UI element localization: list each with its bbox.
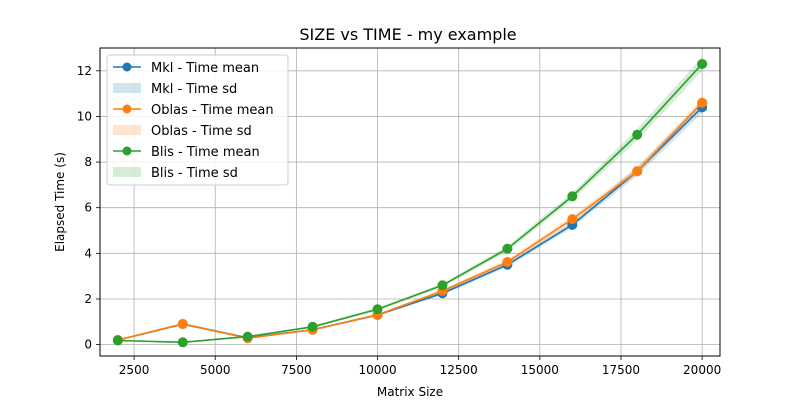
series-lines (112, 58, 708, 348)
series-line-2 (117, 63, 703, 344)
data-point (307, 321, 318, 332)
data-point (242, 331, 253, 342)
legend-band-swatch (113, 83, 141, 93)
legend-box (106, 54, 289, 186)
legend-label: Mkl - Time mean (151, 61, 259, 76)
data-point (567, 214, 578, 225)
legend-marker (122, 146, 132, 156)
axis-ticks: 2500 5000 7500 10000 12500 15000 17500 20000 0 2 4… (77, 64, 722, 377)
series-line-1 (117, 102, 703, 341)
legend-entry: Blis - Time mean (113, 145, 260, 160)
y-tick-label: 8 (84, 155, 92, 169)
data-point (177, 337, 188, 348)
data-point (502, 257, 513, 268)
data-point (632, 166, 643, 177)
y-tick-label: 6 (84, 201, 92, 215)
x-tick-label: 7500 (281, 363, 312, 377)
legend-entry: Blis - Time sd (113, 166, 238, 181)
data-point (567, 191, 578, 202)
y-axis-label: Elapsed Time (s) (53, 152, 67, 252)
legend-marker (122, 104, 132, 114)
data-point (112, 335, 123, 346)
x-tick-label: 15000 (521, 363, 559, 377)
data-point (632, 129, 643, 140)
y-tick-label: 2 (84, 292, 92, 306)
legend-label: Mkl - Time sd (151, 82, 237, 97)
legend-label: Oblas - Time sd (151, 124, 252, 139)
legend-entry: Oblas - Time sd (113, 124, 252, 139)
data-point (697, 97, 708, 108)
legend: Mkl - Time mean Mkl - Time sd Oblas - Time… (106, 54, 289, 186)
x-tick-label: 10000 (358, 363, 396, 377)
x-tick-label: 12500 (440, 363, 478, 377)
legend-entry: Mkl - Time mean (113, 61, 259, 76)
data-point (502, 243, 513, 254)
x-tick-label: 2500 (119, 363, 150, 377)
legend-marker (122, 62, 132, 72)
legend-label: Blis - Time sd (151, 166, 238, 181)
legend-band-swatch (113, 167, 141, 177)
legend-entry: Oblas - Time mean (113, 103, 274, 118)
y-tick-label: 0 (84, 338, 92, 352)
y-tick-label: 4 (84, 246, 92, 260)
legend-entry: Mkl - Time sd (113, 82, 237, 97)
legend-label: Blis - Time mean (151, 145, 260, 160)
legend-band-swatch (113, 125, 141, 135)
y-tick-label: 10 (77, 109, 92, 123)
y-tick-label: 12 (77, 64, 92, 78)
data-point (437, 280, 448, 291)
data-point (372, 304, 383, 315)
x-tick-label: 17500 (602, 363, 640, 377)
plot-frame (99, 47, 721, 357)
chart-title: SIZE vs TIME - my example (299, 25, 516, 44)
x-axis-label: Matrix Size (377, 385, 443, 399)
x-tick-label: 20000 (683, 363, 721, 377)
x-tick-label: 5000 (200, 363, 231, 377)
data-point (177, 319, 188, 330)
data-point (697, 58, 708, 69)
legend-label: Oblas - Time mean (151, 103, 274, 118)
